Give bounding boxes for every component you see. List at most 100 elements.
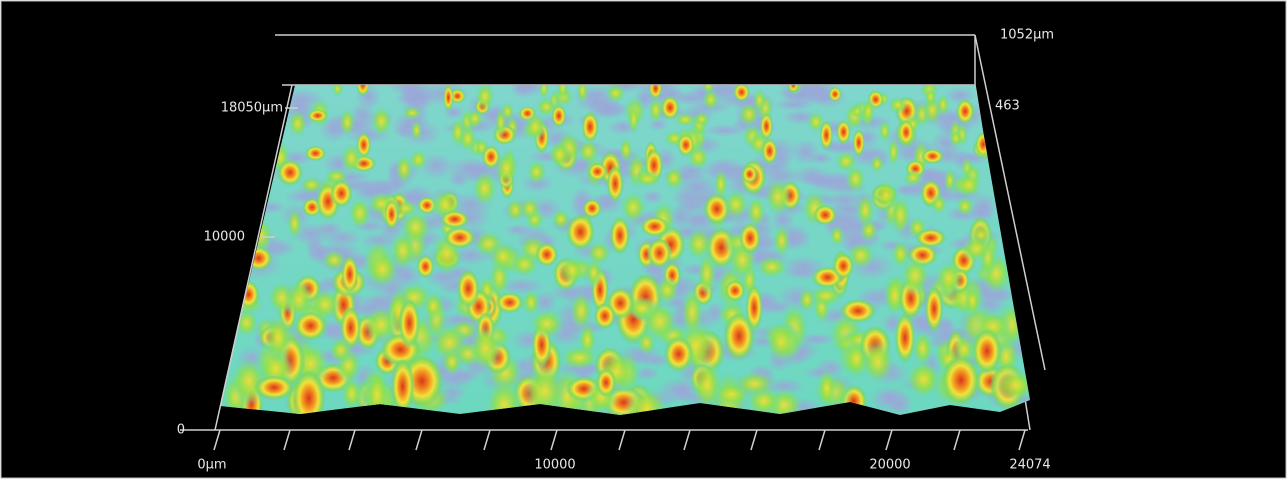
texture-peak [456,270,480,310]
texture-peak [340,376,363,411]
texture-peak [887,137,899,167]
texture-peak [577,138,600,165]
texture-peak [745,285,763,335]
texture-peak [472,170,498,208]
texture-peak [677,134,695,158]
texture-peak [765,321,798,363]
texture-peak [924,88,936,107]
texture-peak [277,160,304,188]
texture-peak [956,99,975,126]
texture-peak [528,308,565,339]
texture-peak [640,217,670,238]
texture-peak [619,136,633,163]
texture-peak [495,107,508,138]
texture-peak [955,196,974,217]
texture-peak [845,165,866,194]
texture-peak [264,312,292,364]
texture-peak [930,193,947,215]
texture-peak [733,370,776,397]
texture-peak [569,291,593,331]
z-label: 1052µm [1000,28,1054,43]
texture-peak [393,200,418,218]
texture-peak [363,305,399,345]
texture-peak [410,119,422,141]
texture-peak [641,300,679,343]
texture-peak [956,172,982,198]
texture-peak [284,278,314,320]
texture-peak [305,146,327,162]
texture-peak [402,106,423,120]
texture-peak [829,224,844,246]
texture-peak [593,304,616,332]
texture-peak [441,348,463,376]
texture-peak [934,260,963,295]
texture-peak [647,239,672,271]
texture-peak [416,256,434,280]
x-label: 20000 [869,458,910,473]
texture-peak [409,149,428,171]
texture-peak [964,284,982,318]
texture-peak [697,250,717,297]
texture-peak [936,93,950,117]
y-label: 18050µm [221,101,283,116]
texture-peak [339,108,356,137]
texture-peak [905,359,942,399]
texture-peak [551,208,571,230]
texture-peak [949,129,962,148]
texture-peak [443,227,476,250]
texture-peak [628,103,640,135]
texture-peak [469,324,503,372]
texture-peak [505,197,525,222]
texture-peak [856,193,875,228]
z-label: 463 [995,99,1020,114]
texture-peak [890,194,912,236]
texture-peak [307,110,328,124]
texture-peak [341,256,359,296]
texture-peak [888,96,908,114]
texture-peak [820,121,834,152]
texture-peak [596,369,617,399]
texture-peak [761,139,778,167]
texture-peak [551,105,567,129]
texture-peak [663,166,685,191]
texture-peak [287,207,303,240]
texture-peak [559,345,600,370]
texture-peak [535,243,558,268]
surface-view: 1052µm 463 18050µm 10000 0 0µm 10000 200… [0,0,1287,479]
texture-peak [510,251,539,277]
texture-peak [724,280,745,303]
texture-peak [422,291,444,321]
y-label: 10000 [204,230,245,245]
texture-peak [870,154,885,173]
texture-low [790,139,821,166]
texture-peak [739,223,761,256]
texture-peak [813,205,837,227]
texture-peak [898,120,914,147]
texture-peak [921,149,945,165]
texture-peak [587,163,608,182]
texture-peak [860,340,895,385]
texture-peak [288,109,308,138]
texture-low [880,390,900,404]
texture-peak [878,119,891,143]
texture-peak [836,120,851,146]
texture-peak [760,113,774,142]
texture-peak [828,87,842,103]
texture-peak [607,166,624,205]
texture-peak [495,292,524,314]
texture-peak [253,376,295,402]
texture-peak [340,143,362,174]
y-label: 0 [177,423,185,438]
texture-peak [526,159,547,185]
texture-peak [832,254,854,281]
texture-peak [900,256,931,296]
texture-low [397,82,443,108]
texture-peak [558,256,586,285]
texture-peak [365,250,400,289]
texture-peak [370,105,393,136]
texture-peak [902,169,923,186]
texture-peak [765,177,792,216]
viewer: 1052µm 463 18050µm 10000 0 0µm 10000 200… [0,0,1287,479]
texture-peak [808,285,844,307]
texture-peak [398,300,420,352]
